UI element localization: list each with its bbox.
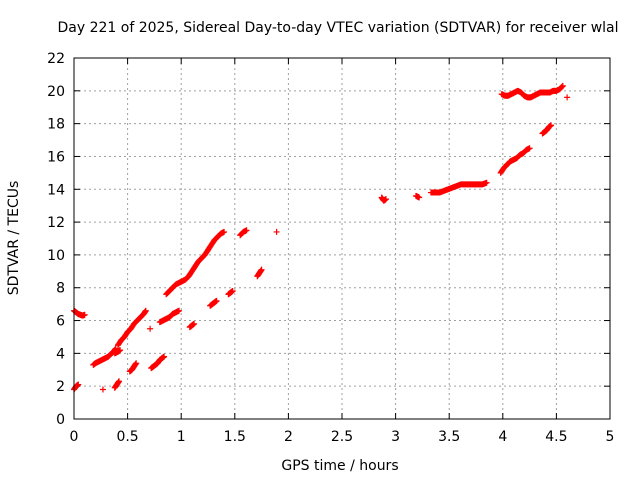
data-point [229,288,236,295]
data-point [273,228,280,235]
x-tick-label: 0.5 [116,429,138,445]
x-tick-label: 0 [70,429,79,445]
data-point [564,94,571,101]
x-tick-label: 2.5 [331,429,353,445]
data-point [75,381,82,388]
data-point [116,378,123,385]
y-tick-label: 14 [47,182,65,198]
data-point [483,179,490,186]
data-point [142,307,149,314]
x-axis-label: GPS time / hours [281,458,398,474]
data-point [559,82,566,89]
y-tick-label: 12 [47,215,65,231]
data-point [258,266,265,273]
y-axis-label: SDTVAR / TECUs [6,181,22,296]
x-tick-label: 1 [177,429,186,445]
y-tick-label: 22 [47,51,65,67]
y-tick-label: 10 [47,248,65,264]
data-point [191,320,198,327]
data-point [81,311,88,318]
x-tick-label: 5 [606,429,615,445]
y-tick-labels: 0 2 4 6 8 10 12 14 16 18 20 22 [47,51,65,428]
data-point [221,228,228,235]
y-tick-label: 4 [56,346,65,362]
y-tick-label: 8 [56,281,65,297]
data-point [133,360,140,367]
data-point [161,353,168,360]
y-tick-label: 16 [47,149,65,165]
x-tick-label: 1.5 [224,429,246,445]
y-tick-label: 20 [47,84,65,100]
x-tick-label: 4 [498,429,507,445]
y-tick-label: 18 [47,117,65,133]
data-point [416,194,423,201]
x-tick-labels: 0 0.5 1 1.5 2 2.5 3 3.5 4 4.5 5 [70,429,615,445]
x-tick-label: 4.5 [545,429,567,445]
y-tick-label: 6 [56,314,65,330]
data-point [243,227,250,234]
plot-border [73,57,611,420]
data-point [117,347,124,354]
x-tick-label: 3.5 [438,429,460,445]
y-tick-label: 2 [56,379,65,395]
data-point [548,122,555,129]
data-point [559,83,566,90]
data-point [176,307,183,314]
chart-title: Day 221 of 2025, Sidereal Day-to-day VTE… [57,20,618,36]
data-point [558,84,565,91]
data-point [382,196,389,203]
y-tick-label: 0 [56,412,65,428]
data-point [213,297,220,304]
x-tick-label: 2 [284,429,293,445]
data-point [99,386,106,393]
x-tick-label: 3 [391,429,400,445]
data-point [526,145,533,152]
data-point [147,325,154,332]
